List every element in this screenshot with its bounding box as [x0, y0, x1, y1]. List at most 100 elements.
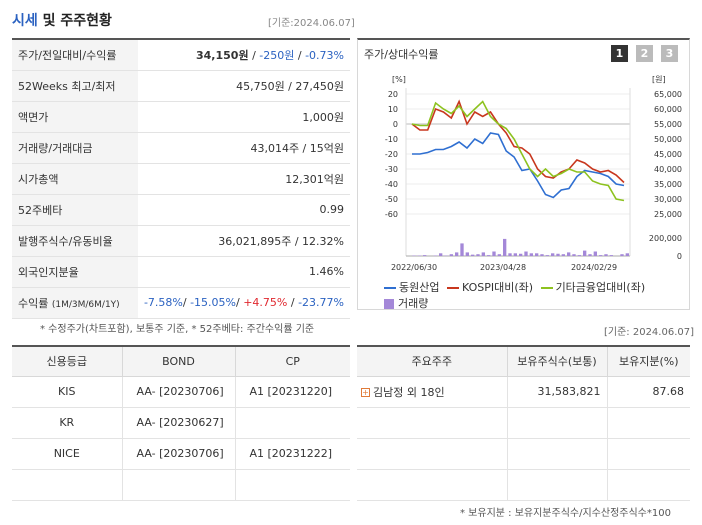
column-header: 주요주주: [357, 346, 507, 377]
x-tick-label: 2024/02/29: [571, 263, 617, 272]
right-tick-label: 30,000: [654, 195, 682, 204]
chart-tab-3[interactable]: 3: [661, 45, 678, 62]
price-value: 34,150원 / -250원 / -0.73%: [138, 39, 350, 71]
agency-cell: KR: [12, 407, 122, 439]
volume-bar: [540, 254, 544, 256]
left-tick-label: -60: [385, 210, 398, 219]
volume-bar: [487, 255, 491, 256]
section-title-rest: 및 주주현황: [37, 13, 112, 29]
bond-cell: AA- [20230706]: [121, 438, 235, 470]
series-line-3: [411, 100, 625, 202]
column-header: CP: [234, 346, 350, 377]
left-tick-label: -50: [385, 195, 398, 204]
volume-value: 43,014주 / 15억원: [138, 132, 350, 164]
volume-bar: [588, 254, 592, 256]
holder-reference-date: [기준: 2024.06.07]: [604, 327, 695, 338]
right-tick-label: 55,000: [654, 120, 682, 129]
volume-bar: [556, 253, 560, 256]
table-row: 52주베타 0.99: [12, 194, 350, 226]
credit-rating-table: 신용등급 BOND CP KIS AA- [20230706] A1 [2023…: [12, 345, 350, 501]
volume-bar: [567, 252, 571, 256]
price-footnote: * 수정주가(차트포함), 보통주 기준, * 52주베타: 주간수익률 기준: [40, 324, 315, 335]
table-row: [12, 469, 350, 501]
volume-bar: [593, 251, 597, 256]
table-row: 거래량/거래대금 43,014주 / 15억원: [12, 132, 350, 164]
cp-cell: [234, 407, 350, 439]
volume-bar: [609, 255, 613, 256]
shares-label: 발행주식수/유동비율: [12, 225, 138, 257]
volume-bar: [492, 251, 496, 256]
price-table: 주가/전일대비/수익률 34,150원 / -250원 / -0.73% 52W…: [12, 38, 350, 319]
section-title: 시세 및 주주현황: [12, 10, 112, 30]
left-tick-label: 0: [393, 120, 398, 129]
volume-bar: [423, 255, 427, 256]
volume-label: 거래량/거래대금: [12, 132, 138, 164]
left-tick-label: -10: [385, 135, 398, 144]
par-value: 1,000원: [138, 101, 350, 133]
legend-swatch: [540, 287, 553, 289]
volume-bar: [620, 254, 624, 256]
volume-bar: [460, 243, 464, 256]
price-chart: [%] [원] 20 10 0 -10 -20 -30 -40 -50 -60 65,000 60,00…: [385, 75, 682, 272]
agency-cell: KIS: [12, 376, 122, 408]
volume-bar: [449, 254, 453, 256]
volume-bar: [529, 253, 533, 256]
x-tick-label: 2022/06/30: [391, 263, 437, 272]
table-row: [357, 407, 690, 439]
left-tick-label: -40: [385, 180, 398, 189]
market-cap-label: 시가총액: [12, 163, 138, 195]
price-change: -250원: [259, 48, 295, 62]
right-tick-label: 40,000: [654, 165, 682, 174]
legend-label: 동원산업: [399, 281, 440, 294]
volume-bar: [497, 254, 501, 256]
volume-bar: [545, 255, 549, 256]
volume-bar: [476, 254, 480, 256]
legend-swatch: [384, 299, 394, 309]
right-tick-label: 60,000: [654, 105, 682, 114]
chart-legend: 동원산업 KOSPI대비(좌) 기타금융업대비(좌) 거래량: [384, 280, 684, 312]
expand-plus-icon[interactable]: +: [361, 388, 370, 397]
return-label: 수익률 (1M/3M/6M/1Y): [12, 287, 138, 319]
bond-cell: AA- [20230706]: [121, 376, 235, 408]
beta-value: 0.99: [138, 194, 350, 226]
volume-bar: [439, 253, 443, 256]
return-3m: -15.05%: [190, 296, 236, 309]
table-row: 외국인지분율 1.46%: [12, 256, 350, 288]
table-row: 액면가 1,000원: [12, 101, 350, 133]
table-header-row: 신용등급 BOND CP: [12, 346, 350, 377]
return-label-main: 수익률: [18, 296, 49, 310]
series-line-1: [412, 132, 625, 199]
left-tick-label: -30: [385, 165, 398, 174]
legend-item-sector: 기타금융업대비(좌): [540, 280, 645, 296]
x-tick-label: 2023/04/28: [480, 263, 526, 272]
volume-tick-label: 0: [677, 252, 682, 261]
current-price: 34,150원: [196, 48, 249, 62]
volume-bar: [471, 254, 475, 256]
series-line-2: [411, 99, 625, 184]
volume-bar: [572, 254, 576, 256]
column-header: 보유지분(%): [606, 346, 690, 377]
agency-cell: NICE: [12, 438, 122, 470]
column-header: 신용등급: [12, 346, 122, 377]
foreign-ratio-label: 외국인지분율: [12, 256, 138, 288]
legend-label: 거래량: [398, 297, 429, 310]
chart-tab-1[interactable]: 1: [611, 45, 628, 62]
volume-bar: [455, 252, 459, 256]
holder-name: 김남정 외 18인: [373, 385, 445, 399]
holder-name-cell[interactable]: + 김남정 외 18인: [357, 376, 507, 408]
table-row: 수익률 (1M/3M/6M/1Y) -7.58%/ -15.05%/ +4.75…: [12, 287, 350, 319]
return-6m: +4.75%: [243, 296, 288, 309]
return-1m: -7.58%: [143, 296, 183, 309]
volume-bar: [551, 253, 555, 256]
chart-tab-2[interactable]: 2: [636, 45, 653, 62]
legend-swatch: [384, 287, 396, 289]
holder-shares-cell: 31,583,821: [506, 376, 607, 408]
legend-item-stock: 동원산업: [384, 280, 439, 296]
chart-panel: 주가/상대수익률 1 2 3 [%] [원] 20 10 0 -10 -20 -30 -40 -5…: [357, 38, 690, 310]
return-1y: -23.77%: [298, 296, 344, 309]
volume-bar: [561, 254, 565, 256]
left-tick-label: 20: [388, 90, 398, 99]
left-tick-label: 10: [388, 105, 398, 114]
legend-label: KOSPI대비(좌): [461, 281, 534, 294]
reference-date: [기준:2024.06.07]: [268, 18, 355, 29]
